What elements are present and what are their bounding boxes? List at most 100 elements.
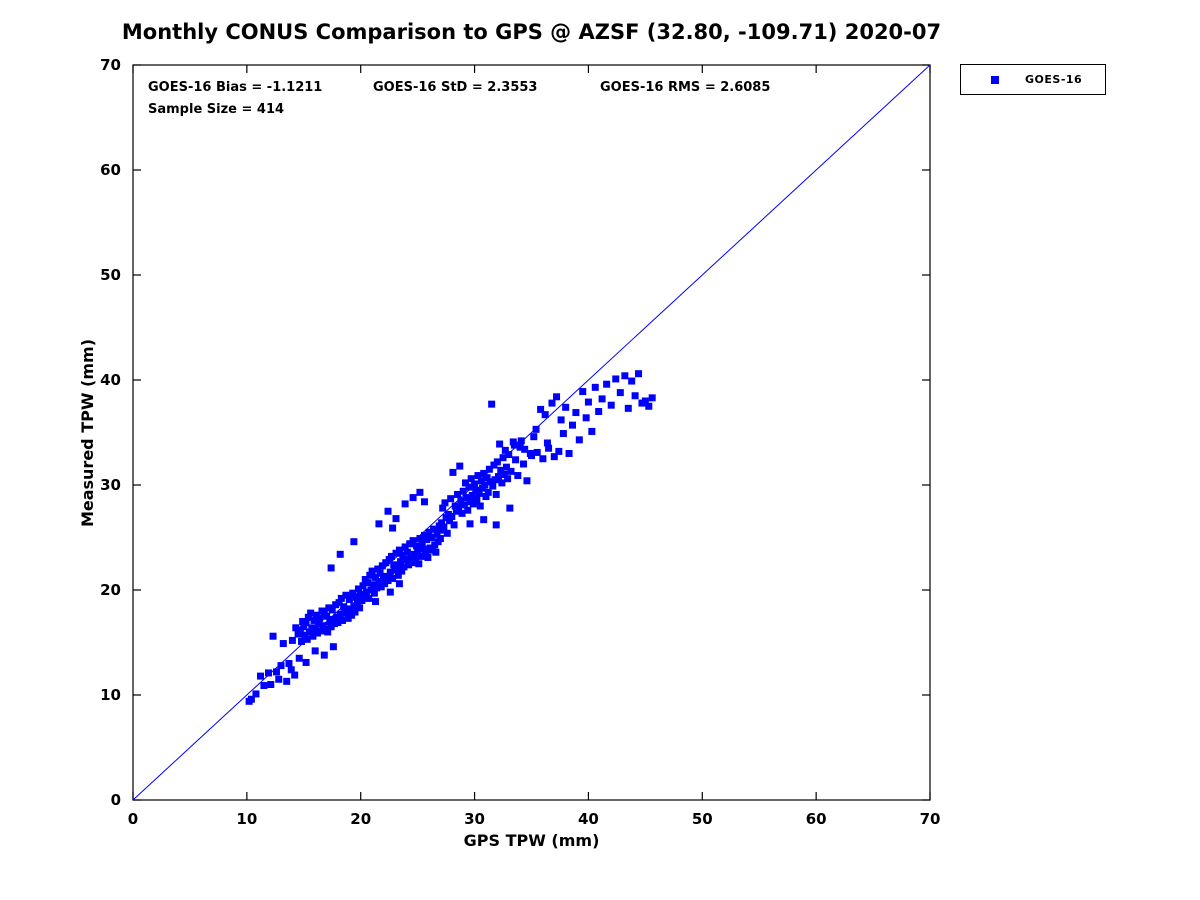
data-point xyxy=(386,588,394,596)
data-point xyxy=(557,416,565,424)
data-point xyxy=(582,414,590,422)
x-tick-label: 40 xyxy=(578,810,599,828)
data-point xyxy=(373,584,381,592)
data-point xyxy=(413,542,421,550)
data-point xyxy=(324,628,332,636)
data-point xyxy=(463,494,471,502)
data-point xyxy=(598,395,606,403)
data-point xyxy=(439,504,447,512)
data-point xyxy=(520,460,528,468)
data-point xyxy=(430,525,438,533)
data-point xyxy=(383,572,391,580)
y-tick-label: 30 xyxy=(100,476,121,494)
data-point xyxy=(438,519,446,527)
data-point xyxy=(452,507,460,515)
data-point xyxy=(335,599,343,607)
data-point xyxy=(372,573,380,581)
y-tick-label: 70 xyxy=(100,56,121,74)
data-point xyxy=(398,567,406,575)
data-point xyxy=(374,565,382,573)
x-tick-label: 60 xyxy=(806,810,827,828)
data-point xyxy=(292,624,300,632)
data-point xyxy=(283,677,291,685)
data-point xyxy=(267,681,275,688)
y-tick-label: 10 xyxy=(100,686,121,704)
data-point xyxy=(433,530,441,538)
data-point xyxy=(420,531,428,539)
data-point xyxy=(356,604,364,612)
y-tick-label: 40 xyxy=(100,371,121,389)
data-point xyxy=(482,493,490,501)
legend-label: GOES-16 xyxy=(1025,73,1083,86)
data-point xyxy=(635,370,643,378)
data-point xyxy=(484,488,492,496)
data-point xyxy=(393,564,401,572)
data-point xyxy=(252,690,260,698)
data-point xyxy=(648,394,656,402)
data-point xyxy=(506,504,514,512)
data-point xyxy=(477,477,485,485)
data-point xyxy=(316,614,324,622)
data-point xyxy=(336,610,344,618)
data-point xyxy=(517,437,525,445)
data-point xyxy=(269,632,277,640)
data-point xyxy=(425,528,433,536)
data-point xyxy=(389,574,397,582)
data-point xyxy=(311,647,319,655)
legend[interactable]: GOES-16 xyxy=(960,64,1106,95)
data-point xyxy=(461,479,469,487)
data-point xyxy=(456,462,464,470)
identity-line xyxy=(132,64,931,801)
x-tick-label: 20 xyxy=(350,810,371,828)
data-point xyxy=(514,472,522,480)
data-point xyxy=(337,594,345,602)
data-point xyxy=(317,627,325,635)
data-point xyxy=(401,500,409,508)
data-point xyxy=(291,671,299,679)
data-point xyxy=(550,453,558,461)
data-point xyxy=(548,399,556,407)
stat-std: GOES-16 StD = 2.3553 xyxy=(373,80,538,95)
data-point xyxy=(409,537,417,545)
stat-bias: GOES-16 Bias = -1.1211 xyxy=(148,80,323,95)
data-point xyxy=(607,401,615,409)
data-point xyxy=(541,411,549,419)
data-point xyxy=(464,506,472,514)
data-point xyxy=(392,515,400,523)
data-point xyxy=(591,383,599,391)
data-point xyxy=(349,589,357,597)
data-point xyxy=(310,616,318,624)
y-axis-label: Measured TPW (mm) xyxy=(78,338,97,528)
data-point xyxy=(455,503,463,511)
x-tick-label: 30 xyxy=(464,810,485,828)
data-point xyxy=(588,427,596,435)
data-point xyxy=(415,560,423,568)
data-point xyxy=(407,555,415,562)
data-point xyxy=(485,465,493,473)
data-point xyxy=(530,433,538,441)
data-point xyxy=(559,430,567,438)
data-point xyxy=(295,654,303,662)
y-tick-label: 60 xyxy=(100,161,121,179)
data-point xyxy=(395,580,403,588)
data-point xyxy=(474,472,482,480)
data-point xyxy=(427,534,435,541)
data-point xyxy=(481,481,489,489)
data-point xyxy=(500,471,508,478)
data-point xyxy=(323,612,331,620)
data-point xyxy=(432,548,440,556)
data-point xyxy=(553,393,561,401)
data-point xyxy=(329,643,337,651)
data-point xyxy=(543,439,551,447)
data-point xyxy=(565,450,573,457)
data-point xyxy=(359,582,367,590)
data-point xyxy=(493,458,501,466)
data-point xyxy=(641,397,649,405)
data-point xyxy=(473,496,481,504)
data-point xyxy=(628,377,636,385)
data-point xyxy=(453,490,461,498)
data-point xyxy=(475,489,483,497)
data-point xyxy=(621,372,629,380)
data-point xyxy=(537,405,545,413)
